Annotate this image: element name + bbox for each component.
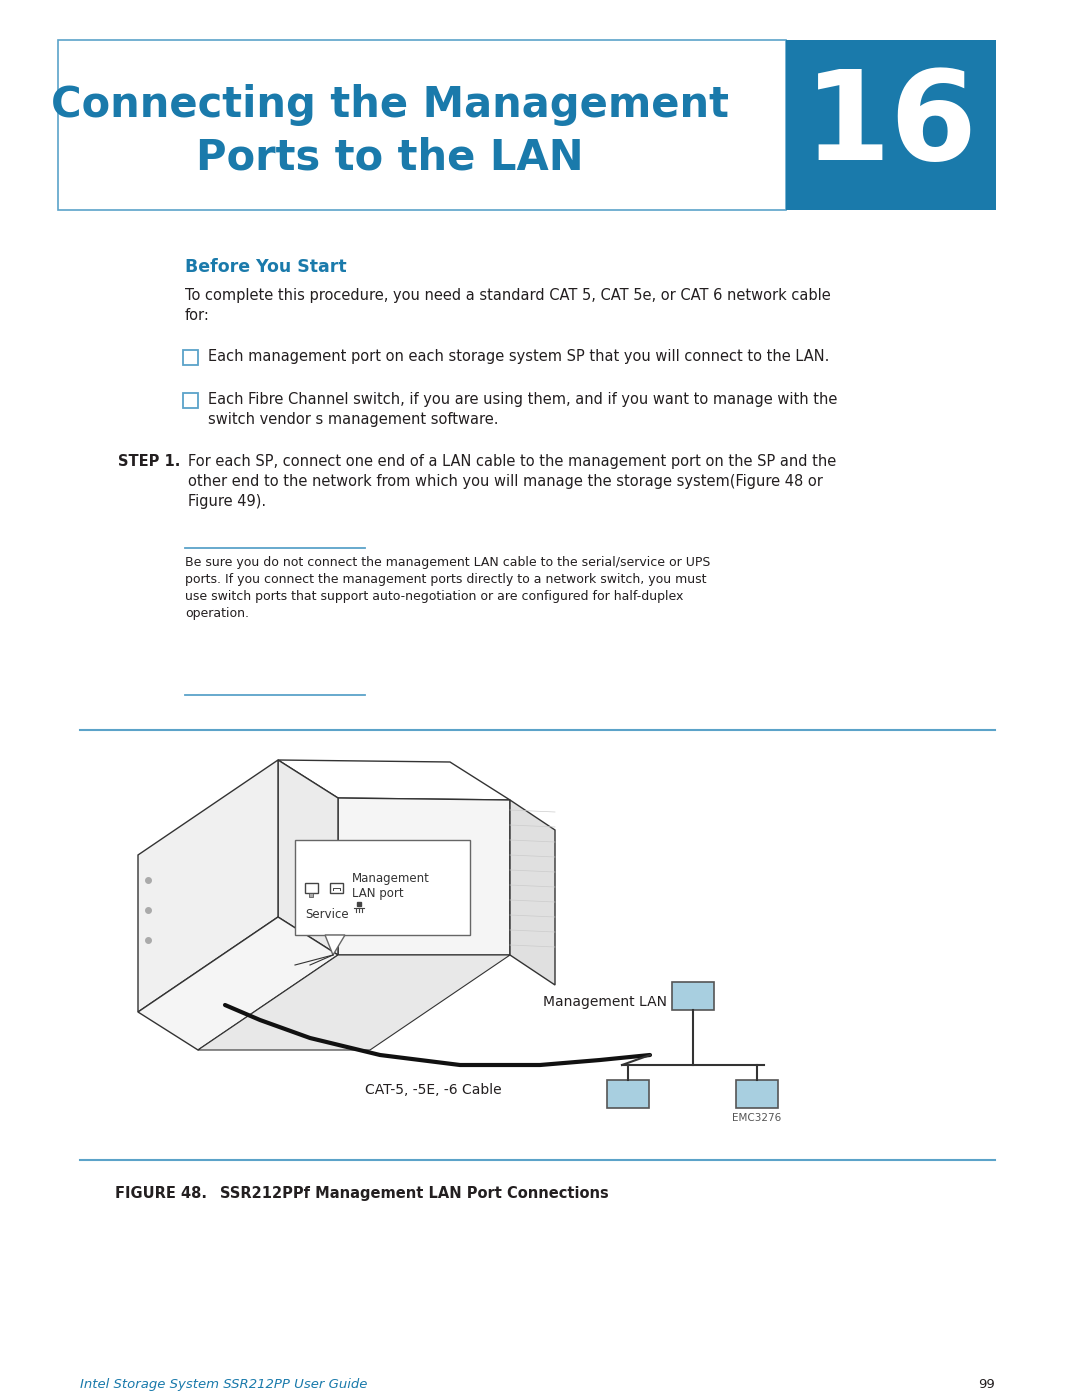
Text: Ports to the LAN: Ports to the LAN <box>197 137 584 179</box>
Text: For each SP, connect one end of a LAN cable to the management port on the SP and: For each SP, connect one end of a LAN ca… <box>188 454 836 509</box>
Text: 16: 16 <box>804 64 978 186</box>
Text: To complete this procedure, you need a standard CAT 5, CAT 5e, or CAT 6 network : To complete this procedure, you need a s… <box>185 288 831 323</box>
Text: Connecting the Management: Connecting the Management <box>51 84 729 126</box>
Text: LAN port: LAN port <box>352 887 404 900</box>
Bar <box>183 351 198 365</box>
Text: Each Fibre Channel switch, if you are using them, and if you want to manage with: Each Fibre Channel switch, if you are us… <box>208 393 837 427</box>
Bar <box>735 1080 778 1108</box>
Polygon shape <box>138 760 278 1011</box>
Text: Before You Start: Before You Start <box>185 258 347 277</box>
Polygon shape <box>198 956 510 1051</box>
Bar <box>58 41 786 210</box>
Polygon shape <box>278 760 338 956</box>
Polygon shape <box>325 935 345 956</box>
Text: Management: Management <box>352 872 430 886</box>
Text: 99: 99 <box>978 1377 995 1391</box>
Text: CAT-5, -5E, -6 Cable: CAT-5, -5E, -6 Cable <box>365 1083 501 1097</box>
Polygon shape <box>510 800 555 985</box>
Bar <box>607 1080 649 1108</box>
Bar <box>786 41 996 210</box>
Text: Management LAN: Management LAN <box>543 995 667 1009</box>
Bar <box>672 982 714 1010</box>
Text: Intel Storage System SSR212PP User Guide: Intel Storage System SSR212PP User Guide <box>80 1377 367 1391</box>
Bar <box>330 883 343 893</box>
Bar <box>183 393 198 408</box>
Text: Service: Service <box>305 908 349 921</box>
Polygon shape <box>138 916 338 1051</box>
Text: Each management port on each storage system SP that you will connect to the LAN.: Each management port on each storage sys… <box>208 349 829 365</box>
Bar <box>309 893 313 897</box>
Polygon shape <box>338 798 510 956</box>
Polygon shape <box>278 760 510 800</box>
Text: FIGURE 48.: FIGURE 48. <box>114 1186 207 1201</box>
Text: EMC3276: EMC3276 <box>732 1113 782 1123</box>
Text: SSR212PPf Management LAN Port Connections: SSR212PPf Management LAN Port Connection… <box>220 1186 609 1201</box>
Text: STEP 1.: STEP 1. <box>118 454 180 469</box>
Text: Be sure you do not connect the management LAN cable to the serial/service or UPS: Be sure you do not connect the managemen… <box>185 556 711 620</box>
Bar <box>305 883 318 893</box>
Bar <box>295 840 470 935</box>
